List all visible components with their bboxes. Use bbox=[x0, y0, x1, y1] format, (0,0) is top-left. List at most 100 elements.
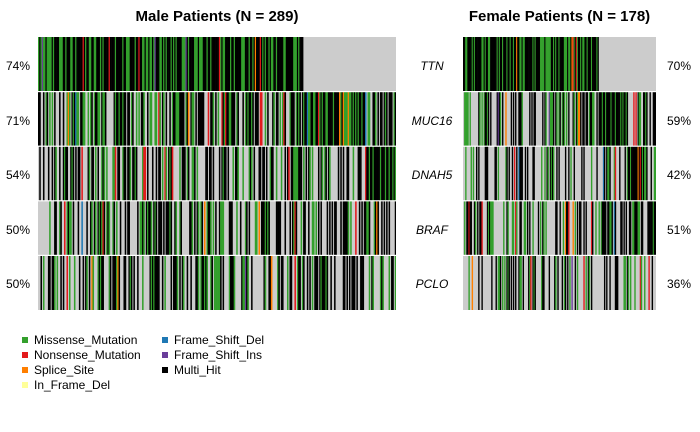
male-cell bbox=[88, 37, 91, 92]
male-cell bbox=[267, 91, 269, 147]
male-cell bbox=[82, 37, 85, 92]
female-cell bbox=[543, 255, 545, 310]
male-cell bbox=[247, 91, 249, 147]
male-cell bbox=[394, 91, 396, 147]
male-cell bbox=[192, 146, 195, 201]
male-cell bbox=[158, 37, 160, 92]
male-cell bbox=[218, 200, 221, 256]
female-cell bbox=[597, 37, 599, 92]
male-cell bbox=[381, 255, 383, 310]
female-cell bbox=[471, 37, 474, 92]
male-cell bbox=[161, 146, 164, 201]
male-cell bbox=[325, 146, 327, 201]
female-cell bbox=[497, 146, 500, 201]
male-cell bbox=[232, 91, 235, 147]
female-cell bbox=[580, 200, 582, 256]
male-cell bbox=[244, 255, 247, 310]
male-cell bbox=[101, 200, 103, 256]
female-cell bbox=[603, 200, 606, 256]
male-cell bbox=[49, 200, 51, 256]
male-cell bbox=[244, 91, 247, 147]
male-cell bbox=[377, 91, 379, 147]
male-cell bbox=[70, 37, 72, 92]
male-cell bbox=[282, 91, 284, 147]
male-cell bbox=[283, 91, 285, 147]
male-cell bbox=[252, 37, 254, 92]
female-cell bbox=[574, 200, 577, 256]
male-cell bbox=[128, 200, 130, 256]
male-cell bbox=[278, 200, 280, 256]
female-cell bbox=[590, 37, 593, 92]
female-cell bbox=[629, 200, 632, 256]
male-cell bbox=[280, 37, 283, 92]
female-cell bbox=[639, 255, 642, 310]
male-cell bbox=[191, 37, 194, 92]
male-cell bbox=[195, 255, 197, 310]
female-cell bbox=[615, 255, 618, 310]
male-cell bbox=[210, 255, 212, 310]
male-cell bbox=[320, 255, 322, 310]
male-cell bbox=[311, 91, 314, 147]
male-cell bbox=[94, 37, 97, 92]
male-cell bbox=[177, 37, 180, 92]
male-cell bbox=[321, 91, 324, 147]
male-cell bbox=[185, 37, 187, 92]
female-cell bbox=[528, 255, 530, 310]
male-cell bbox=[102, 146, 104, 201]
male-cell bbox=[220, 37, 222, 92]
male-cell bbox=[294, 146, 296, 201]
female-cell bbox=[619, 146, 621, 201]
male-cell bbox=[335, 91, 337, 147]
female-cell bbox=[557, 255, 559, 310]
male-cell bbox=[290, 146, 293, 201]
male-cell bbox=[278, 37, 280, 92]
female-cell bbox=[620, 91, 622, 147]
male-cell bbox=[179, 91, 181, 147]
male-cell bbox=[56, 255, 59, 310]
male-cell bbox=[114, 146, 117, 201]
male-cell bbox=[314, 91, 316, 147]
male-cell bbox=[177, 91, 180, 147]
male-cell bbox=[67, 200, 70, 256]
male-cell bbox=[293, 91, 295, 147]
male-cell bbox=[317, 146, 320, 201]
male-cell bbox=[341, 91, 344, 147]
female-cell bbox=[637, 91, 639, 147]
female-pct-pclo: 36% bbox=[667, 277, 692, 291]
female-cell bbox=[485, 91, 488, 147]
female-cell bbox=[576, 200, 579, 256]
male-cell bbox=[190, 200, 192, 256]
male-cell bbox=[86, 37, 88, 92]
male-cell bbox=[83, 91, 86, 147]
male-pct-ttn: 74% bbox=[6, 59, 31, 73]
female-cell bbox=[481, 255, 483, 310]
male-cell bbox=[184, 146, 186, 201]
male-cell bbox=[164, 146, 166, 201]
male-cell bbox=[171, 146, 174, 201]
male-cell bbox=[268, 255, 270, 310]
male-cell bbox=[289, 200, 292, 256]
female-cell bbox=[467, 37, 469, 92]
male-cell bbox=[59, 37, 61, 92]
male-cell bbox=[215, 91, 217, 147]
female-cell bbox=[568, 200, 570, 256]
female-cell bbox=[651, 200, 654, 256]
female-cell bbox=[641, 200, 644, 256]
female-cell bbox=[468, 37, 470, 92]
female-cell bbox=[513, 146, 516, 201]
female-cell bbox=[654, 146, 656, 201]
male-cell bbox=[289, 91, 292, 147]
male-cell bbox=[46, 91, 49, 147]
male-cell bbox=[158, 255, 160, 310]
male-cell bbox=[360, 255, 362, 310]
legend-swatch-frame-shift-ins bbox=[162, 352, 168, 358]
male-cell bbox=[64, 146, 66, 201]
female-cell bbox=[606, 255, 608, 310]
male-cell bbox=[170, 200, 173, 256]
male-cell bbox=[361, 255, 363, 310]
male-cell bbox=[78, 255, 81, 310]
male-cell bbox=[203, 37, 206, 92]
male-cell bbox=[243, 255, 246, 310]
female-cell bbox=[519, 200, 521, 256]
male-cell bbox=[236, 146, 238, 201]
